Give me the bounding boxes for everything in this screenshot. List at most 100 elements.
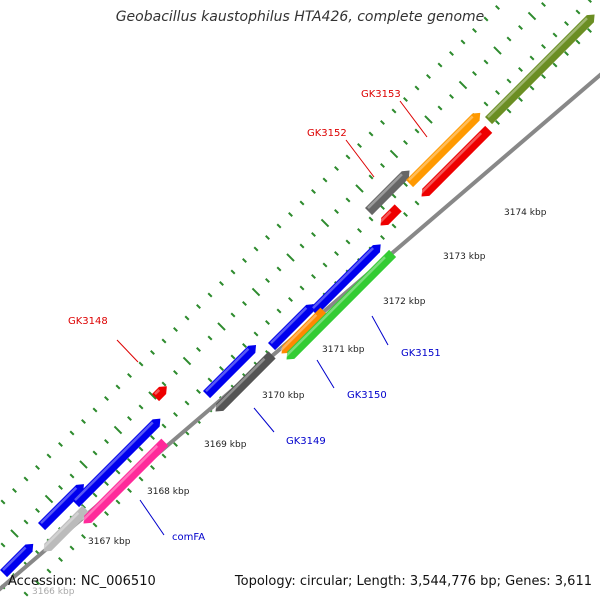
gene-feature xyxy=(485,14,595,125)
tick-mark xyxy=(35,508,40,513)
gene-feature xyxy=(214,351,276,412)
tick-mark xyxy=(58,442,63,447)
tick-mark xyxy=(150,435,155,440)
tick-mark xyxy=(552,62,558,68)
gene-label: GK3152 xyxy=(307,128,347,139)
tick-mark xyxy=(311,232,316,237)
tick-mark xyxy=(391,108,397,114)
tick-mark xyxy=(414,128,420,134)
tick-mark xyxy=(115,499,121,505)
tick-mark xyxy=(311,189,316,194)
tick-mark xyxy=(286,253,295,262)
gene-body xyxy=(485,14,595,125)
tick-mark xyxy=(541,2,546,7)
tick-mark xyxy=(299,200,305,206)
tick-mark xyxy=(575,39,581,45)
gene-label: GK3151 xyxy=(401,348,441,359)
gene-feature xyxy=(285,249,397,360)
tick-mark xyxy=(334,251,339,256)
tick-mark xyxy=(380,120,385,125)
tick-mark xyxy=(587,0,592,3)
gene-labels: GK3148 GK3149 GK3150 GK3151 GK3152 GK3153 comF… xyxy=(68,89,441,543)
tick-mark xyxy=(46,568,52,574)
tick-mark xyxy=(355,184,364,193)
tick-mark xyxy=(564,21,569,26)
tick-mark xyxy=(104,511,109,516)
tick-mark xyxy=(506,36,512,42)
tick-mark xyxy=(23,519,29,525)
tick-mark xyxy=(161,381,167,387)
tick-mark xyxy=(495,5,500,10)
tick-mark xyxy=(148,391,157,400)
gene-body xyxy=(406,112,481,188)
tick-mark xyxy=(10,529,19,538)
tick-mark xyxy=(173,370,178,375)
tick-mark xyxy=(23,476,29,482)
label-leader-lines xyxy=(116,100,428,536)
tick-mark xyxy=(368,131,374,137)
gene-feature xyxy=(42,505,90,552)
gene-feature xyxy=(152,386,167,402)
gene-feature xyxy=(406,112,481,188)
gene-feature xyxy=(0,543,34,578)
tick-mark xyxy=(182,356,192,366)
tick-mark xyxy=(552,32,558,38)
tick-mark xyxy=(127,488,132,493)
gene-body xyxy=(0,543,34,578)
tick-mark xyxy=(92,407,98,413)
kbp-label: 3172 kbp xyxy=(383,297,426,307)
leader-line xyxy=(345,139,375,178)
tick-mark xyxy=(368,174,374,180)
tick-mark xyxy=(115,469,121,475)
tick-mark xyxy=(276,308,282,314)
tick-mark xyxy=(495,90,500,95)
tick-mark xyxy=(217,322,226,331)
tick-mark xyxy=(320,218,330,228)
leader-line xyxy=(399,100,428,138)
gene-feature xyxy=(420,125,493,197)
tick-mark xyxy=(357,228,362,233)
tick-mark xyxy=(161,338,167,344)
tick-mark xyxy=(253,246,259,252)
tick-mark xyxy=(138,476,144,482)
gene-feature xyxy=(280,307,328,354)
tick-mark xyxy=(311,274,316,279)
leader-line xyxy=(371,315,389,346)
tick-mark xyxy=(113,425,123,435)
tick-mark xyxy=(0,499,6,505)
tick-mark xyxy=(184,400,190,406)
tick-mark xyxy=(541,44,546,49)
tick-mark xyxy=(389,149,399,159)
tick-mark xyxy=(322,177,328,183)
tick-mark xyxy=(575,9,581,15)
tick-mark xyxy=(150,465,155,470)
gene-feature xyxy=(379,204,402,226)
gene-body xyxy=(286,249,397,360)
gene-body xyxy=(365,170,410,216)
tick-mark xyxy=(230,312,236,318)
gene-highlight xyxy=(74,421,154,502)
tick-mark xyxy=(104,481,109,486)
tick-mark xyxy=(79,460,88,469)
tick-mark xyxy=(299,285,305,291)
tick-mark xyxy=(115,384,121,390)
tick-mark xyxy=(0,542,6,548)
tick-mark xyxy=(276,266,282,272)
tick-mark xyxy=(380,163,385,168)
gene-feature xyxy=(203,345,257,399)
kbp-label: 3167 kbp xyxy=(88,537,131,547)
tick-mark xyxy=(184,315,190,321)
kbp-label: 3166 kbp xyxy=(32,587,75,597)
gene-label: GK3153 xyxy=(361,89,401,100)
tick-mark xyxy=(437,105,443,111)
tick-mark xyxy=(449,94,454,99)
tick-mark xyxy=(127,458,132,463)
genome-summary-text: Topology: circular; Length: 3,544,776 bp… xyxy=(234,574,592,589)
gene-highlight xyxy=(2,546,27,572)
tick-mark xyxy=(437,62,443,68)
kbp-label: 3170 kbp xyxy=(262,391,305,401)
tick-mark xyxy=(150,350,155,355)
map-title: Geobacillus kaustophilus HTA426, complet… xyxy=(115,9,485,25)
tick-mark xyxy=(92,492,98,498)
gene-highlight xyxy=(408,115,474,182)
